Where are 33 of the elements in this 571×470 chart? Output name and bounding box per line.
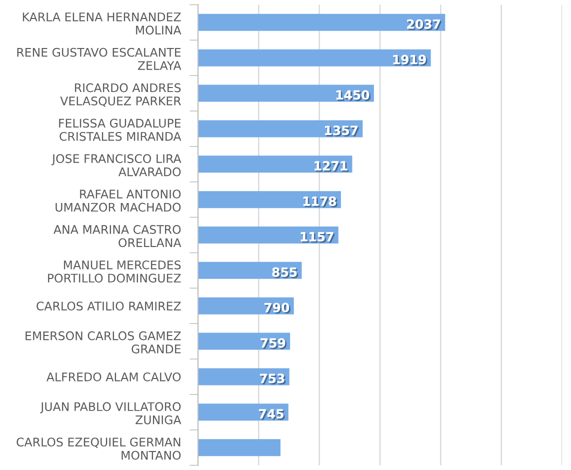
y-tick-label: FELISSA GUADALUPE CRISTALES MIRANDA <box>59 118 182 141</box>
y-tick-label: RENE GUSTAVO ESCALANTE ZELAYA <box>17 48 182 70</box>
y-tick-label: MANUEL MERCEDES PORTILLO DOMINGUEZ <box>48 260 181 283</box>
y-tick-label: JOSE FRANCISCO LIRA ALVARADO <box>51 154 182 176</box>
y-tick-label: CARLOS ATILIO RAMIREZ <box>36 302 181 311</box>
y-tick-label: RICARDO ANDRES VELASQUEZ PARKER <box>60 83 181 107</box>
data-label: 2037 <box>407 19 442 30</box>
data-label: 1357 <box>325 126 359 136</box>
bar <box>198 14 446 31</box>
bar <box>198 439 281 456</box>
y-tick-label: EMERSON CARLOS GAMEZ GRANDE <box>26 331 181 354</box>
y-tick-label: CARLOS EZEQUIEL GERMAN MONTANO <box>16 438 181 460</box>
data-label: 759 <box>260 338 287 350</box>
bar <box>198 120 363 138</box>
data-label: 1271 <box>314 161 349 172</box>
data-label: 1157 <box>300 232 335 243</box>
bar <box>198 226 338 244</box>
data-label: 855 <box>272 267 298 278</box>
data-label: 753 <box>260 374 286 385</box>
y-tick-label: ANA MARINA CASTRO ORELLANA <box>54 225 182 248</box>
bar <box>198 84 374 102</box>
y-tick-label: ALFREDO ALAM CALVO <box>46 372 181 382</box>
y-tick-label: RAFAEL ANTONIO UMANZOR MACHADO <box>56 190 181 212</box>
y-tick-label: KARLA ELENA HERNANDEZ MOLINA <box>22 12 182 35</box>
y-tick-label: JUAN PABLO VILLATORO ZUNIGA <box>40 402 182 424</box>
data-label: 1178 <box>303 196 338 208</box>
data-label: 745 <box>258 409 285 420</box>
bar <box>198 191 341 208</box>
data-label: 1450 <box>336 90 371 102</box>
data-label: 1919 <box>393 54 428 66</box>
bar <box>198 49 431 66</box>
bar <box>198 156 352 173</box>
data-label: 790 <box>264 302 290 314</box>
